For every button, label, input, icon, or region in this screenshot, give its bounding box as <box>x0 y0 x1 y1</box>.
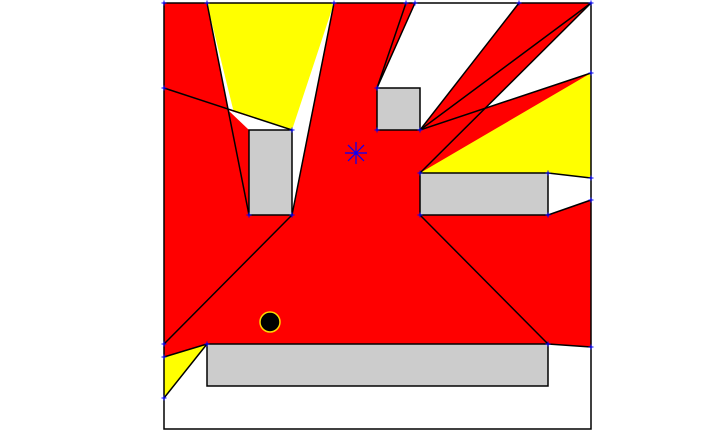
vertex-marker <box>588 197 594 203</box>
vertex-marker <box>412 0 418 6</box>
vertex-marker <box>403 0 409 6</box>
vertex-marker <box>588 0 594 6</box>
vertex-marker <box>161 395 167 401</box>
vertex-marker <box>417 170 423 176</box>
vertex-marker <box>588 344 594 350</box>
vertex-marker <box>374 85 380 91</box>
viewpoint-star-icon <box>345 142 367 164</box>
obstacle-right-bar <box>419 172 549 216</box>
yellow-region-top <box>207 3 334 130</box>
vertex-marker <box>161 85 167 91</box>
vertex-marker <box>161 341 167 347</box>
white-gap-right-mid <box>548 173 591 215</box>
yellow-region-right <box>420 73 591 178</box>
vertex-marker <box>204 0 210 6</box>
vertex-marker <box>545 212 551 218</box>
sight-lines <box>163 2 592 399</box>
white-gap-left <box>164 88 292 344</box>
red-region-main <box>164 3 591 357</box>
vertex-marker <box>246 212 252 218</box>
vertex-marker <box>289 212 295 218</box>
vertex-marker <box>545 341 551 347</box>
vertex-marker <box>417 212 423 218</box>
vertex-markers <box>161 0 594 401</box>
obstacle-left-pillar <box>248 129 293 216</box>
vertex-marker <box>374 127 380 133</box>
agent-marker <box>259 311 281 333</box>
vertex-marker <box>331 0 337 6</box>
vertex-marker <box>588 70 594 76</box>
obstacle-bottom-bar <box>206 343 549 387</box>
vertex-marker <box>417 127 423 133</box>
arena-border <box>163 2 592 430</box>
vertex-marker <box>545 170 551 176</box>
vertex-marker <box>204 341 210 347</box>
obstacle-small-square <box>376 87 421 131</box>
vertex-marker <box>289 127 295 133</box>
vertex-marker <box>588 175 594 181</box>
vertex-marker <box>161 0 167 6</box>
vertex-marker <box>161 354 167 360</box>
vertex-marker <box>516 0 522 6</box>
